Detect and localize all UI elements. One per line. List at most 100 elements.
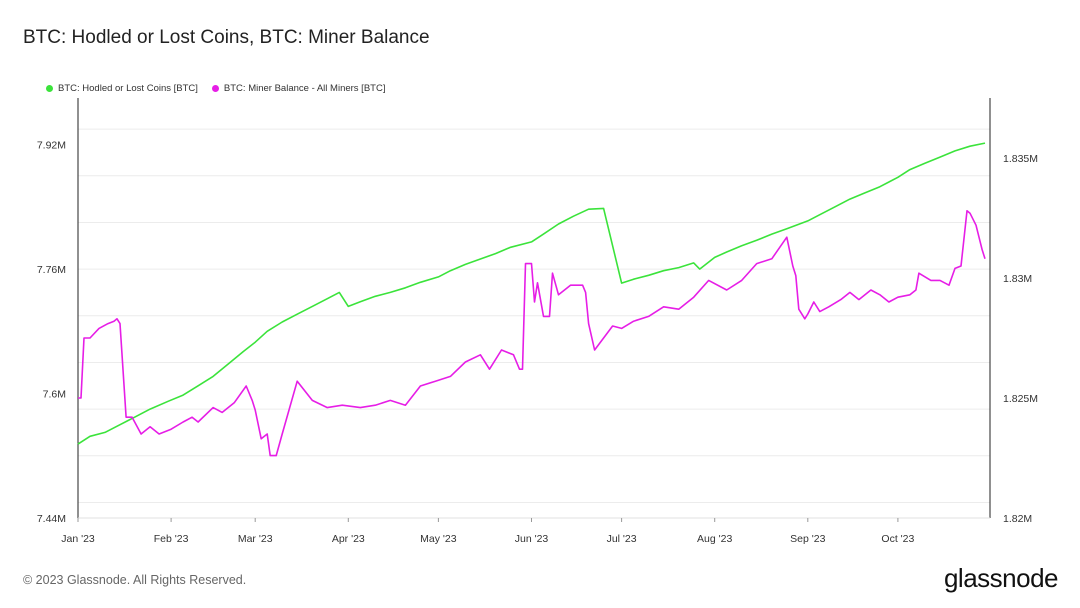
data-point-miner-balance	[98, 328, 99, 329]
data-point-hodled	[89, 436, 90, 437]
y-right-tick-label: 1.83M	[1003, 273, 1032, 285]
data-point-miner-balance	[420, 385, 421, 386]
data-point-miner-balance	[594, 349, 595, 350]
data-point-hodled	[282, 321, 283, 322]
data-point-hodled	[104, 432, 105, 433]
data-point-hodled	[438, 276, 439, 277]
data-point-miner-balance	[828, 306, 829, 307]
data-point-hodled	[510, 247, 511, 248]
data-point-miner-balance	[693, 297, 694, 298]
data-point-hodled	[77, 444, 78, 445]
data-point-miner-balance	[405, 405, 406, 406]
data-point-miner-balance	[570, 285, 571, 286]
data-point-hodled	[327, 298, 328, 299]
data-point-hodled	[984, 143, 985, 144]
data-point-miner-balance	[552, 273, 553, 274]
x-tick-label: Jan '23	[61, 533, 95, 545]
data-point-hodled	[621, 283, 622, 284]
data-point-miner-balance	[804, 318, 805, 319]
data-point-miner-balance	[948, 285, 949, 286]
data-point-miner-balance	[513, 354, 514, 355]
x-tick-label: Apr '23	[332, 533, 365, 545]
x-tick-label: Mar '23	[238, 533, 273, 545]
data-point-miner-balance	[89, 337, 90, 338]
data-point-miner-balance	[858, 299, 859, 300]
data-point-miner-balance	[80, 397, 81, 398]
data-point-miner-balance	[984, 258, 985, 259]
data-point-miner-balance	[588, 323, 589, 324]
data-point-miner-balance	[282, 433, 283, 434]
x-tick-label: Jul '23	[607, 533, 637, 545]
data-point-hodled	[390, 292, 391, 293]
data-point-miner-balance	[525, 263, 526, 264]
x-tick-label: May '23	[420, 533, 457, 545]
data-point-miner-balance	[375, 405, 376, 406]
data-point-miner-balance	[897, 297, 898, 298]
series-line-hodled	[77, 142, 986, 445]
data-point-miner-balance	[786, 237, 787, 238]
data-point-miner-balance	[975, 225, 976, 226]
data-point-miner-balance	[360, 407, 361, 408]
data-point-hodled	[969, 146, 970, 147]
data-point-miner-balance	[132, 417, 133, 418]
data-point-miner-balance	[549, 316, 550, 317]
data-point-hodled	[786, 228, 787, 229]
data-point-hodled	[465, 264, 466, 265]
data-point-miner-balance	[621, 328, 622, 329]
y-left-tick-label: 7.6M	[43, 389, 66, 401]
data-point-miner-balance	[198, 421, 199, 422]
data-point-miner-balance	[150, 426, 151, 427]
data-point-miner-balance	[183, 421, 184, 422]
data-point-miner-balance	[678, 309, 679, 310]
copyright-text: © 2023 Glassnode. All Rights Reserved.	[23, 573, 247, 587]
data-point-miner-balance	[213, 407, 214, 408]
data-point-hodled	[939, 157, 940, 158]
data-point-miner-balance	[966, 210, 967, 211]
data-point-hodled	[213, 376, 214, 377]
data-point-hodled	[168, 401, 169, 402]
data-point-miner-balance	[113, 321, 114, 322]
legend-dot-hodled	[46, 85, 53, 92]
data-point-miner-balance	[126, 417, 127, 418]
data-point-hodled	[714, 257, 715, 258]
data-point-hodled	[243, 351, 244, 352]
data-point-miner-balance	[252, 400, 253, 401]
data-point-miner-balance	[537, 282, 538, 283]
data-point-miner-balance	[77, 397, 78, 398]
data-point-hodled	[135, 416, 136, 417]
data-point-miner-balance	[276, 455, 277, 456]
data-point-hodled	[678, 267, 679, 268]
data-point-hodled	[573, 216, 574, 217]
data-point-miner-balance	[813, 301, 814, 302]
glassnode-logo: glassnode	[943, 563, 1059, 593]
data-point-miner-balance	[663, 306, 664, 307]
data-point-miner-balance	[708, 280, 709, 281]
data-point-miner-balance	[246, 385, 247, 386]
data-point-miner-balance	[522, 369, 523, 370]
data-point-miner-balance	[267, 433, 268, 434]
data-point-hodled	[756, 240, 757, 241]
data-point-miner-balance	[222, 412, 223, 413]
legend-label-miner-balance: BTC: Miner Balance - All Miners [BTC]	[223, 83, 386, 94]
data-point-hodled	[558, 223, 559, 224]
data-point-hodled	[312, 306, 313, 307]
legend-label-hodled: BTC: Hodled or Lost Coins [BTC]	[58, 83, 198, 94]
data-point-hodled	[849, 199, 850, 200]
data-point-miner-balance	[879, 294, 880, 295]
x-tick-label: Feb '23	[154, 533, 189, 545]
data-point-hodled	[375, 296, 376, 297]
y-right-tick-label: 1.835M	[1003, 153, 1038, 165]
x-tick-label: Sep '23	[790, 533, 825, 545]
data-point-hodled	[834, 206, 835, 207]
data-point-miner-balance	[612, 325, 613, 326]
legend-item-hodled[interactable]: BTC: Hodled or Lost Coins [BTC]	[46, 83, 198, 94]
data-point-miner-balance	[270, 455, 271, 456]
legend-item-miner-balance[interactable]: BTC: Miner Balance - All Miners [BTC]	[211, 83, 386, 94]
data-point-hodled	[693, 262, 694, 263]
data-point-miner-balance	[465, 361, 466, 362]
data-point-miner-balance	[888, 301, 889, 302]
x-tick-label: Jun '23	[515, 533, 549, 545]
data-point-hodled	[531, 241, 532, 242]
data-point-miner-balance	[741, 280, 742, 281]
data-point-miner-balance	[915, 289, 916, 290]
